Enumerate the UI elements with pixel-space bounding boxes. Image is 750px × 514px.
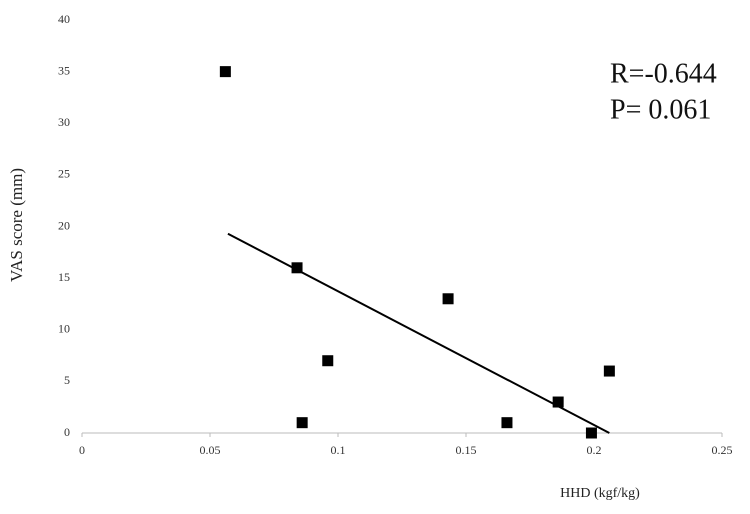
x-tick-label: 0	[79, 443, 85, 457]
y-tick-label: 20	[58, 218, 70, 232]
trend-line	[227, 232, 610, 434]
y-tick-label: 35	[58, 63, 70, 77]
y-tick-label: 0	[64, 425, 70, 439]
y-tick-label: 40	[58, 12, 70, 26]
data-point	[603, 365, 615, 377]
y-tick-label: 10	[58, 322, 70, 336]
y-tick-label: 5	[64, 373, 70, 387]
data-point	[219, 66, 231, 78]
y-tick-label: 15	[58, 270, 70, 284]
annotation: R=-0.644	[610, 58, 717, 89]
data-point	[585, 427, 597, 439]
x-tick-label: 0.1	[331, 443, 346, 457]
x-tick-label: 0.05	[200, 443, 221, 457]
x-tick-label: 0.15	[456, 443, 477, 457]
y-tick-label: 30	[58, 115, 70, 129]
data-point	[322, 355, 334, 367]
y-tick-label: 25	[58, 167, 70, 181]
annotation: P= 0.061	[610, 94, 711, 125]
data-point	[442, 293, 454, 305]
x-axis-label: HHD (kgf/kg)	[560, 486, 640, 501]
data-point	[291, 262, 303, 274]
y-axis-label: VAS score (mm)	[7, 168, 26, 282]
data-point	[296, 417, 308, 429]
data-point	[501, 417, 513, 429]
data-point	[552, 396, 564, 408]
x-tick-label: 0.25	[712, 443, 733, 457]
x-tick-label: 0.2	[587, 443, 602, 457]
